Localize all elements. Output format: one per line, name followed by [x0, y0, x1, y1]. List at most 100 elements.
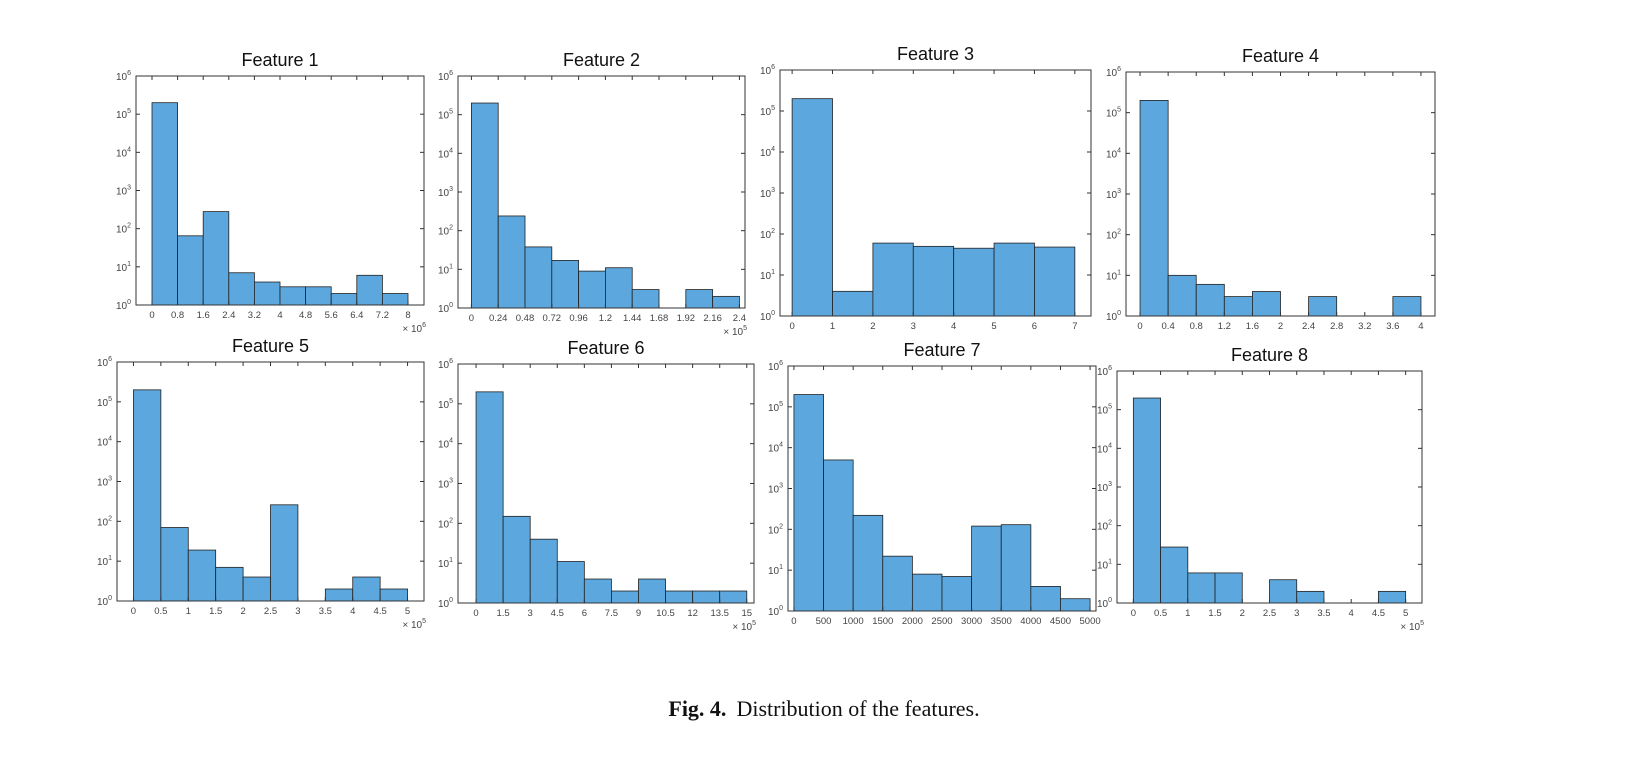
- x-tick-label: 1.6: [197, 310, 210, 321]
- x-tick-label: 2500: [931, 616, 952, 627]
- histogram-bar: [1392, 296, 1422, 317]
- histogram-bar: [1167, 274, 1197, 317]
- feature-panel-5: Feature 5 100 101 102 103 104 105 106 0 0.5 1 1.5 2 2…: [97, 336, 426, 631]
- x-tick-label: 0: [791, 616, 796, 627]
- histogram-bar: [1132, 397, 1161, 604]
- x-tick-label: 0.8: [171, 310, 184, 321]
- caption-label: Fig. 4.: [668, 696, 727, 721]
- x-tick-label: 7.2: [376, 310, 389, 321]
- feature-panel-4: Feature 4 100 101 102 103 104 105 106 0 0.4 0.8 1.2…: [1106, 46, 1436, 332]
- histogram-bar: [556, 561, 585, 604]
- x-tick-label: 2.4: [733, 313, 746, 324]
- x-tick-label: 3000: [961, 616, 982, 627]
- histogram-bar: [524, 246, 553, 309]
- y-tick-label: 106: [116, 70, 131, 83]
- histogram-bar: [228, 272, 255, 306]
- x-tick-label: 2.4: [1302, 321, 1315, 332]
- histogram-bar: [324, 588, 354, 602]
- y-tick-label: 100: [438, 302, 453, 315]
- chart-title: Feature 3: [897, 44, 974, 64]
- histogram-bar: [1378, 590, 1407, 604]
- x-axis-multiplier: × 105: [402, 618, 426, 631]
- x-tick-label: 3500: [991, 616, 1012, 627]
- y-tick-label: 106: [97, 356, 112, 369]
- x-tick-label: 7: [1072, 321, 1077, 332]
- y-tick-label: 106: [768, 360, 783, 373]
- x-tick-label: 2.16: [703, 313, 722, 324]
- x-tick-label: 13.5: [710, 608, 729, 619]
- y-tick-label: 106: [760, 64, 775, 77]
- y-tick-label: 104: [1106, 147, 1121, 160]
- x-tick-label: 12: [687, 608, 698, 619]
- x-tick-label: 10.5: [656, 608, 675, 619]
- histogram-bar: [497, 215, 526, 309]
- x-tick-label: 5: [1403, 608, 1408, 619]
- x-tick-label: 1.5: [209, 606, 222, 617]
- histogram-bar: [187, 549, 217, 602]
- x-tick-label: 4.5: [374, 606, 387, 617]
- y-tick-label: 100: [97, 595, 112, 608]
- x-tick-label: 15: [741, 608, 752, 619]
- y-tick-label: 100: [768, 605, 783, 618]
- x-tick-label: 0.8: [1190, 321, 1203, 332]
- chart-title: Feature 4: [1242, 46, 1319, 66]
- histogram-bar: [583, 578, 612, 604]
- x-tick-label: 2: [240, 606, 245, 617]
- histogram-bar: [1139, 100, 1169, 317]
- y-tick-label: 105: [116, 108, 131, 121]
- histogram-bar: [551, 260, 580, 309]
- histogram-bar: [692, 590, 721, 604]
- x-tick-label: 1.92: [677, 313, 696, 324]
- y-tick-label: 102: [438, 517, 453, 530]
- histogram-bar: [151, 102, 179, 306]
- y-tick-label: 103: [760, 187, 775, 200]
- x-tick-label: 1.2: [1218, 321, 1231, 332]
- x-tick-label: 1.5: [1208, 608, 1221, 619]
- x-tick-label: 1.68: [650, 313, 669, 324]
- y-tick-label: 101: [438, 557, 453, 570]
- feature-panel-7: Feature 7 100 101 102 103 104 105 106 0 500 1000 15…: [768, 340, 1101, 627]
- x-tick-label: 2.5: [264, 606, 277, 617]
- histogram-bar: [133, 389, 162, 602]
- y-tick-label: 104: [760, 146, 775, 159]
- histogram-bar: [712, 295, 740, 309]
- y-tick-label: 106: [438, 358, 453, 371]
- y-tick-label: 104: [97, 436, 112, 449]
- chart-title: Feature 7: [903, 340, 980, 360]
- histogram-bar: [1308, 296, 1338, 317]
- x-tick-label: 1: [830, 321, 835, 332]
- histogram-bar: [160, 527, 189, 602]
- x-tick-label: 0.72: [543, 313, 562, 324]
- x-tick-label: 0: [789, 321, 794, 332]
- x-tick-label: 0: [149, 310, 154, 321]
- x-axis-multiplier: × 106: [402, 322, 426, 335]
- histogram-bar: [1195, 283, 1225, 317]
- y-tick-label: 102: [438, 225, 453, 238]
- histogram-bar: [611, 590, 639, 604]
- histogram-bar: [1030, 586, 1061, 612]
- x-axis-multiplier: × 105: [723, 325, 747, 338]
- x-tick-label: 0.48: [516, 313, 535, 324]
- caption-text: Distribution of the features.: [736, 696, 980, 721]
- y-tick-label: 101: [1106, 269, 1121, 282]
- x-tick-label: 6.4: [350, 310, 363, 321]
- x-tick-label: 6: [1032, 321, 1037, 332]
- x-tick-label: 500: [816, 616, 832, 627]
- y-tick-label: 104: [438, 438, 453, 451]
- y-tick-label: 101: [760, 269, 775, 282]
- x-tick-label: 0.4: [1162, 321, 1175, 332]
- x-tick-label: 3.2: [248, 310, 261, 321]
- histogram-bar: [279, 286, 307, 306]
- x-tick-label: 1.6: [1246, 321, 1259, 332]
- feature-panel-2: Feature 2 100 101 102 103 104 105 106 0 0.24 0.48 0…: [438, 50, 747, 338]
- y-tick-label: 102: [116, 223, 131, 236]
- x-tick-label: 0.5: [154, 606, 167, 617]
- histogram-bar: [1160, 546, 1189, 604]
- y-tick-label: 102: [1097, 520, 1112, 533]
- chart-title: Feature 8: [1231, 345, 1308, 365]
- y-tick-label: 103: [768, 483, 783, 496]
- x-tick-label: 9: [636, 608, 641, 619]
- histogram-bar: [971, 525, 1002, 612]
- y-tick-label: 105: [760, 105, 775, 118]
- y-tick-label: 101: [438, 263, 453, 276]
